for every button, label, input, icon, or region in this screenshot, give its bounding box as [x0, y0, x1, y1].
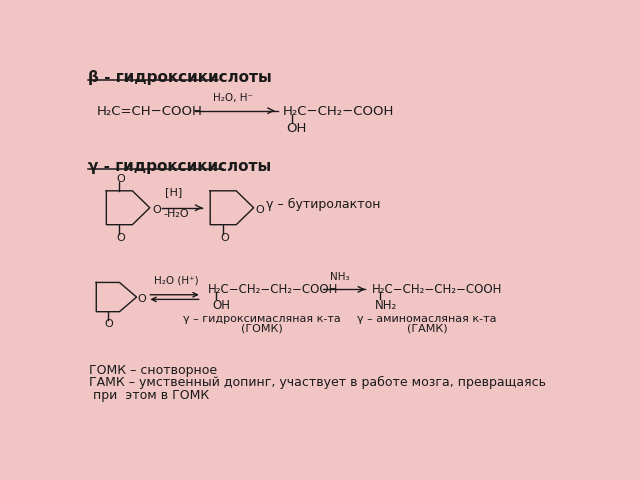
Text: H₂C−CH₂−COOH: H₂C−CH₂−COOH	[283, 105, 394, 119]
Text: γ – бутиролактон: γ – бутиролактон	[266, 198, 381, 211]
Text: NH₂: NH₂	[375, 300, 397, 312]
Text: β - гидроксикислоты: β - гидроксикислоты	[88, 70, 271, 85]
Text: O: O	[116, 174, 125, 184]
Text: γ – гидроксимасляная к-та: γ – гидроксимасляная к-та	[183, 314, 341, 324]
Text: O: O	[116, 233, 125, 243]
Text: ГОМК – снотворное: ГОМК – снотворное	[90, 364, 218, 377]
Text: O: O	[105, 319, 113, 329]
Text: H₂O, H⁻: H₂O, H⁻	[213, 93, 253, 103]
Text: (ГОМК): (ГОМК)	[241, 323, 283, 333]
Text: [H]: [H]	[165, 187, 182, 197]
Text: -H₂O: -H₂O	[164, 208, 189, 218]
Text: O: O	[255, 204, 264, 215]
Text: OH: OH	[286, 121, 307, 134]
Text: γ - гидроксикислоты: γ - гидроксикислоты	[88, 159, 271, 174]
Text: NH₃: NH₃	[330, 272, 350, 282]
Text: H₂C−CH₂−CH₂−COOH: H₂C−CH₂−CH₂−COOH	[371, 283, 502, 296]
Text: H₂O (H⁺): H₂O (H⁺)	[154, 276, 198, 286]
Text: H₂C=CH−COOH: H₂C=CH−COOH	[97, 105, 203, 119]
Text: O: O	[152, 204, 161, 215]
Text: (ГАМК): (ГАМК)	[407, 323, 447, 333]
Text: ГАМК – умственный допинг, участвует в работе мозга, превращаясь: ГАМК – умственный допинг, участвует в ра…	[90, 376, 547, 389]
Text: при  этом в ГОМК: при этом в ГОМК	[90, 389, 209, 402]
Text: O: O	[220, 233, 229, 243]
Text: H₂C−CH₂−CH₂−COOH: H₂C−CH₂−CH₂−COOH	[208, 283, 339, 296]
Text: OH: OH	[212, 300, 230, 312]
Text: γ – аминомасляная к-та: γ – аминомасляная к-та	[358, 314, 497, 324]
Text: O: O	[138, 294, 146, 304]
